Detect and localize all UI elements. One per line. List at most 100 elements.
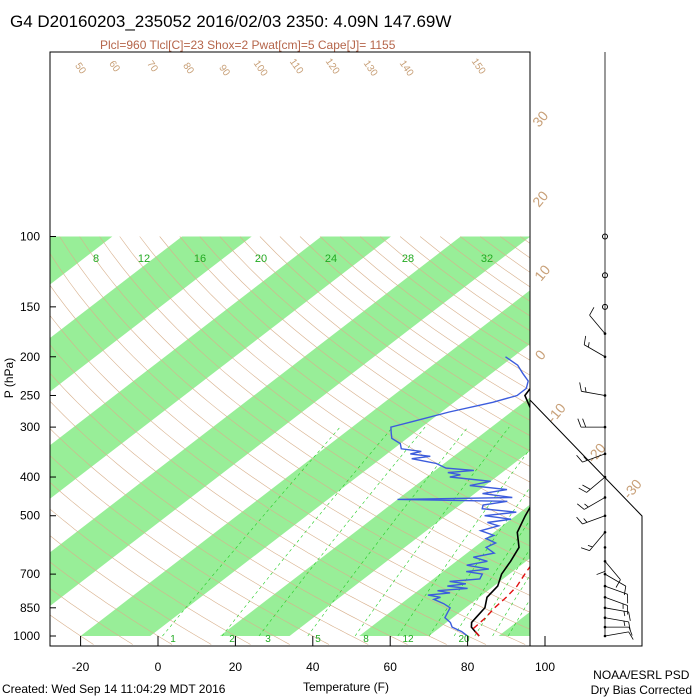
mixing-ratio-line (162, 426, 341, 637)
dry-adiabat (50, 508, 251, 645)
dry-adiabat (299, 236, 530, 406)
y-axis-label: P (hPa) (2, 358, 16, 398)
isotherm-label: 10 (531, 262, 553, 284)
wind-barb-shaft (582, 515, 606, 525)
dry-adiabat (50, 561, 173, 645)
dry-adiabat (139, 236, 530, 531)
wind-barb-shaft (589, 314, 606, 334)
mixing-ratio-line (492, 574, 530, 637)
wind-barb-feather (623, 620, 626, 627)
mixing-ratio-label: 28 (402, 253, 414, 265)
wind-barb-feather (582, 418, 587, 428)
wind-barb-shaft (604, 631, 629, 637)
wind-barb-shaft (604, 573, 626, 587)
isotherm-band (50, 236, 391, 499)
wind-barb-panel (529, 52, 643, 647)
isotherm-label: -10 (544, 400, 569, 426)
dry-adiabat (50, 253, 530, 613)
y-tick-label: 100 (20, 230, 40, 244)
x-tick-label: 20 (229, 660, 243, 674)
dry-adiabat (50, 614, 94, 645)
x-tick-label: 100 (535, 660, 555, 674)
y-tick-label: 200 (20, 350, 40, 364)
isotherm-band (50, 236, 113, 285)
wind-barb-shaft (582, 453, 606, 463)
dry-adiabat (50, 400, 408, 645)
mixing-ratio-label: 20 (255, 253, 267, 265)
dry-adiabats (50, 236, 530, 645)
mixing-ratio-bottom-label: 1 (170, 634, 176, 645)
x-tick-label: 80 (461, 660, 475, 674)
dry-adiabat (50, 344, 487, 645)
y-tick-label: 400 (20, 470, 40, 484)
wind-barb-feather (596, 570, 606, 575)
wind-barb-shaft (604, 561, 621, 580)
mixing-ratio-line (307, 426, 469, 637)
dry-adiabat (59, 236, 530, 596)
dry-adiabat (199, 236, 530, 483)
dry-adiabat (99, 236, 530, 563)
created-timestamp: Created: Wed Sep 14 11:04:29 MDT 2016 (2, 682, 226, 696)
wind-barb-feather (580, 547, 590, 552)
mixing-ratio-lines (162, 426, 530, 637)
dry-adiabat (219, 236, 530, 467)
y-tick-label: 700 (20, 567, 40, 581)
mixing-ratio-bottom-label: 2 (229, 634, 235, 645)
wind-barb-feather (583, 518, 588, 523)
adiabat-label: 70 (144, 59, 160, 75)
wind-barb-feather (579, 382, 582, 392)
isotherm-band (80, 290, 530, 636)
dry-adiabat (50, 588, 133, 645)
credits: NOAA/ESRL PSD Dry Bias Corrected (591, 668, 692, 698)
adiabat-label: 60 (106, 59, 122, 75)
wind-barb-shaft (604, 596, 628, 606)
adiabat-label: 80 (180, 61, 196, 77)
org-name: NOAA/ESRL PSD (593, 668, 690, 682)
wind-barb-shaft (584, 344, 606, 358)
wind-barb-feather (623, 611, 626, 617)
y-tick-label: 500 (20, 509, 40, 523)
dry-adiabat (159, 236, 530, 515)
sounding-traces (390, 356, 530, 637)
wind-barb-shaft (604, 617, 629, 623)
x-tick-label: 0 (155, 660, 162, 674)
mixing-ratio-bottom-label: 5 (315, 634, 321, 645)
mixing-ratio-label: 32 (481, 253, 493, 265)
dry-adiabat (239, 236, 530, 452)
mixing-ratio-line (397, 448, 530, 637)
mixing-ratio-line (354, 426, 510, 637)
dry-adiabat (50, 482, 290, 645)
isotherm-band (498, 611, 530, 636)
mixing-ratio-bottom-label: 3 (265, 634, 271, 645)
wind-barb-feather (583, 456, 588, 461)
dry-adiabat (50, 535, 212, 645)
calm-wind-circle (602, 233, 608, 240)
calm-wind-circle (602, 272, 608, 279)
mixing-ratio-line (453, 519, 530, 637)
dry-adiabat (79, 236, 530, 580)
wind-barb-shaft (581, 390, 606, 396)
bias-note: Dry Bias Corrected (590, 683, 692, 697)
wind-barb-feather (628, 611, 631, 621)
isotherm-label: -30 (620, 476, 645, 502)
x-tick-label: -20 (72, 660, 90, 674)
wind-barb-feather (577, 418, 582, 428)
dry-adiabat (50, 455, 330, 645)
wind-barb-feather (583, 335, 587, 345)
dry-adiabat (259, 236, 530, 436)
wind-barb-shaft (586, 476, 606, 493)
y-tick-label: 300 (20, 420, 40, 434)
wind-barb-feather (587, 342, 590, 348)
adiabat-label: 100 (251, 59, 270, 79)
y-tick-label: 1000 (13, 629, 40, 643)
wind-barb-feather (587, 544, 593, 548)
wind-station-dot (603, 394, 607, 397)
adiabat-label: 140 (397, 59, 416, 79)
adiabat-label: 110 (287, 57, 305, 77)
adiabat-label: 50 (72, 61, 88, 77)
wind-barb-feather (584, 503, 589, 508)
isotherm-label: 20 (529, 188, 551, 210)
calm-wind-circle (602, 303, 608, 310)
